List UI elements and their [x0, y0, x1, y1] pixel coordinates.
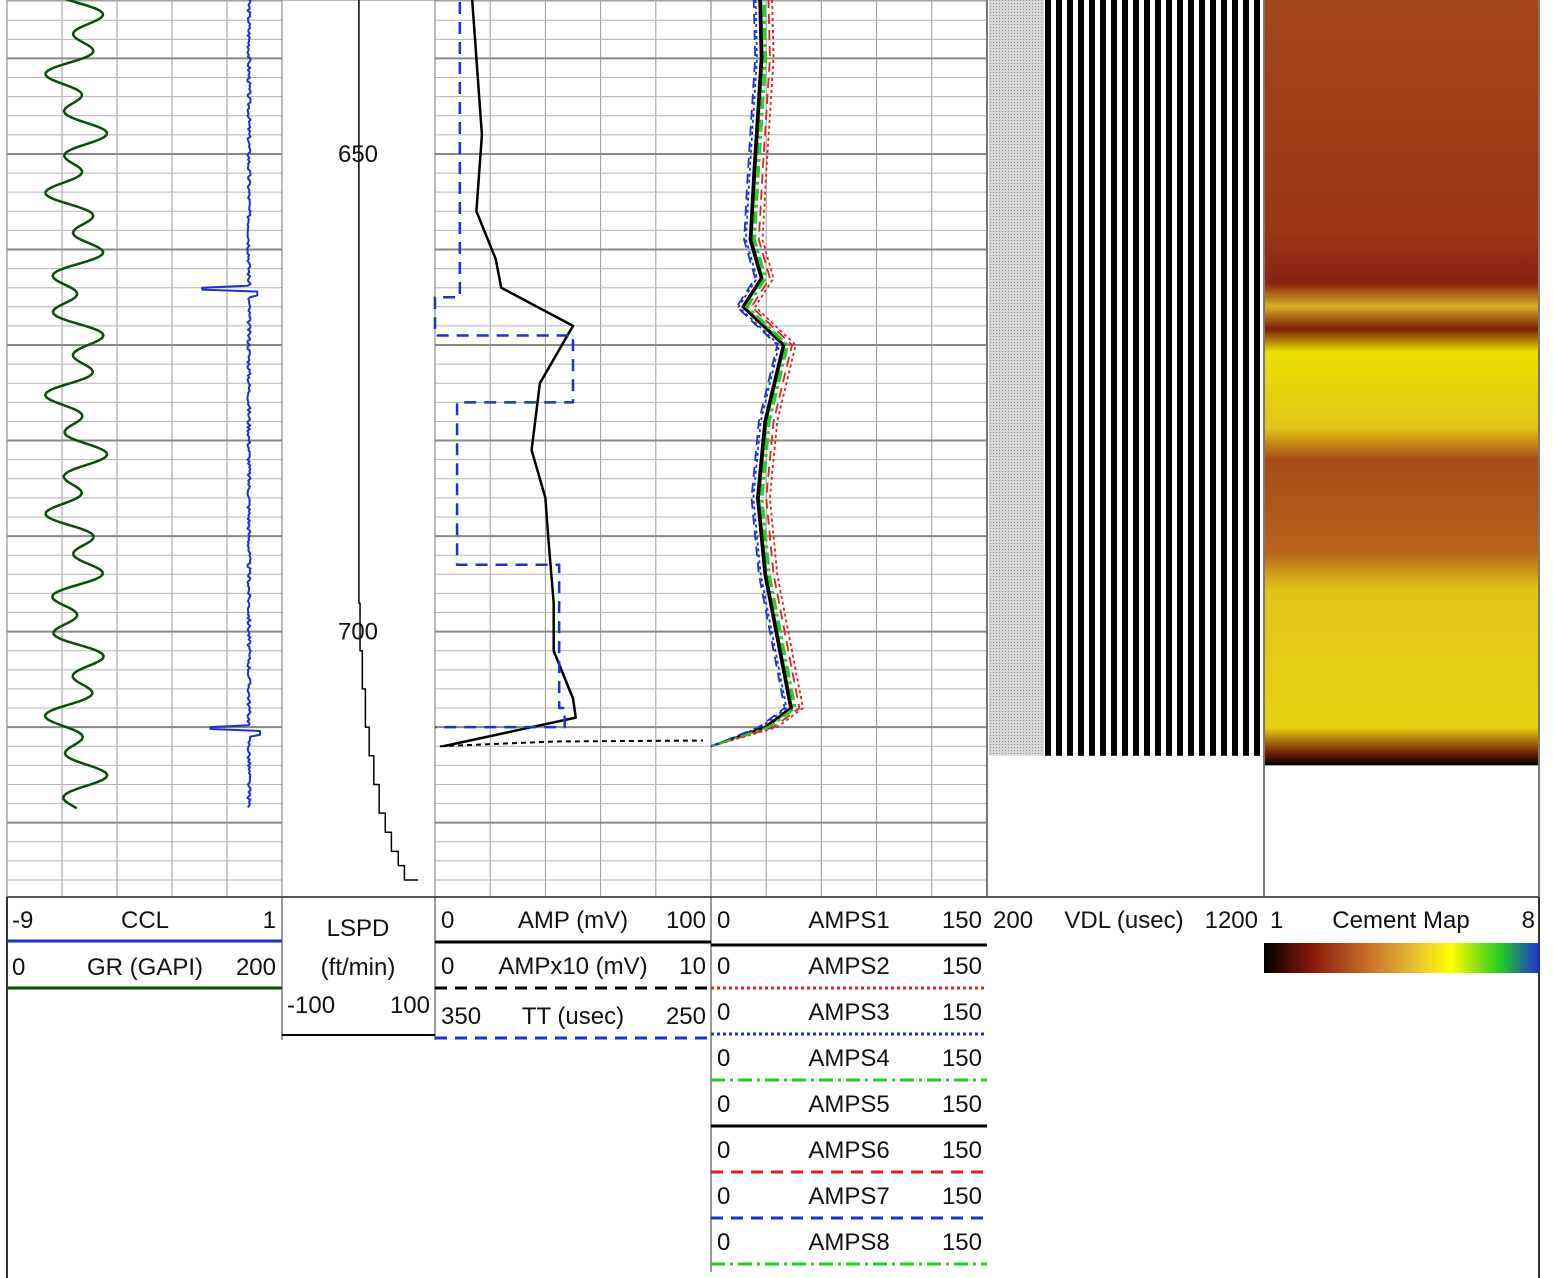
vdl-name: VDL (usec): [1064, 907, 1183, 934]
track3-max: 150: [942, 953, 982, 980]
lspd-unit: (ft/min): [321, 954, 396, 981]
tt-curve: [433, 0, 575, 729]
amps8-curve: [710, 0, 795, 748]
amp-curve: [443, 0, 578, 748]
amps3-curve: [710, 0, 788, 748]
cement-colorbar: [1264, 943, 1539, 973]
lspd-min: -100: [287, 992, 335, 1019]
track1-max: 200: [236, 954, 276, 981]
track3-max: 150: [942, 907, 982, 934]
track3-name: AMPS7: [808, 1183, 889, 1210]
depth-label: 650: [338, 141, 378, 168]
track2-min: 350: [441, 1003, 481, 1030]
ampx10-curve: [439, 739, 704, 748]
amps4-curve: [710, 0, 797, 748]
cement-name: Cement Map: [1332, 907, 1469, 934]
track3-min: 0: [717, 1045, 730, 1072]
track1-min: 0: [12, 954, 25, 981]
track1-frame: [6, 0, 283, 898]
amps5-curve: [710, 0, 792, 748]
track3-max: 150: [942, 999, 982, 1026]
track1-name: CCL: [121, 907, 169, 934]
track3-max: 150: [942, 1045, 982, 1072]
track3-min: 0: [717, 907, 730, 934]
track3-name: AMPS2: [808, 953, 889, 980]
track2-name: AMPx10 (mV): [498, 953, 647, 980]
vdl-max: 1200: [1205, 907, 1258, 934]
track3-min: 0: [717, 953, 730, 980]
track3-name: AMPS6: [808, 1137, 889, 1164]
vdl-grey-band: [989, 0, 1044, 756]
amps2-curve: [710, 0, 804, 748]
track3-min: 0: [717, 1229, 730, 1256]
lspd-max: 100: [390, 992, 430, 1019]
track3-max: 150: [942, 1183, 982, 1210]
gr-curve: [43, 0, 109, 810]
track2-name: TT (usec): [522, 1003, 624, 1030]
vdl-wavetrain: [1044, 0, 1262, 756]
track3-max: 150: [942, 1229, 982, 1256]
track3-max: 150: [942, 1137, 982, 1164]
track2-max: 100: [666, 907, 706, 934]
lspd-curve: [358, 0, 419, 881]
vdl-min: 200: [993, 907, 1033, 934]
track3-name: AMPS4: [808, 1045, 889, 1072]
track2-min: 0: [441, 953, 454, 980]
ccl-curve: [201, 0, 261, 809]
track1-min: -9: [12, 907, 33, 934]
track3-name: AMPS5: [808, 1091, 889, 1118]
track3-max: 150: [942, 1091, 982, 1118]
track2-max: 10: [679, 953, 706, 980]
track3-name: AMPS8: [808, 1229, 889, 1256]
track2-name: AMP (mV): [518, 907, 628, 934]
track1-max: 1: [263, 907, 276, 934]
track3-min: 0: [717, 1183, 730, 1210]
lspd-name: LSPD: [327, 915, 390, 942]
track3-name: AMPS1: [808, 907, 889, 934]
cement-min: 1: [1270, 907, 1283, 934]
track3-min: 0: [717, 1091, 730, 1118]
amps1-curve: [710, 0, 793, 748]
cement-max: 8: [1522, 907, 1535, 934]
depth-label: 700: [338, 619, 378, 646]
track1-name: GR (GAPI): [87, 954, 203, 981]
track3-name: AMPS3: [808, 999, 889, 1026]
cement-map-image: [1265, 0, 1538, 766]
track3-min: 0: [717, 999, 730, 1026]
track2-max: 250: [666, 1003, 706, 1030]
track2-min: 0: [441, 907, 454, 934]
track3-min: 0: [717, 1137, 730, 1164]
